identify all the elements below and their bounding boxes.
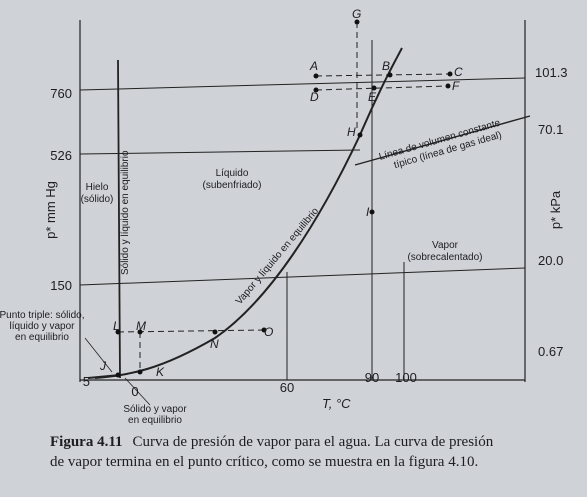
point-label: K — [156, 365, 165, 379]
point-label: L — [113, 319, 120, 333]
line-760 — [79, 77, 526, 91]
vapor-label: Vapor (sobrecalentado) — [407, 240, 482, 263]
point-label: I — [366, 205, 370, 219]
point-label: J — [99, 359, 107, 373]
right-tick: 70.1 — [538, 122, 563, 137]
point-label: H — [347, 125, 356, 139]
caption: Figura 4.11 Curva de presión de vapor par… — [50, 434, 494, 470]
left-tick: 760 — [50, 86, 72, 101]
dashed-d-f — [315, 85, 449, 91]
vapor-pressure-curve — [94, 47, 403, 379]
triple-pointer — [84, 337, 113, 373]
point-label: C — [454, 65, 463, 79]
ice-label: Hielo (sólido) — [81, 182, 114, 205]
left-tick: 150 — [50, 278, 72, 293]
left-tick: 526 — [50, 148, 72, 163]
left-tick: 5 — [83, 374, 90, 389]
point-label: B — [382, 59, 390, 73]
triple-point-label: Punto triple: sólido, líquido y vapor en e… — [0, 310, 85, 343]
dashed-a-c — [315, 73, 451, 77]
point-dots — [115, 19, 453, 378]
right-tick: 20.0 — [538, 253, 563, 268]
bottom-tick: 100 — [395, 370, 417, 385]
solid-vapor-label: Sólido y vapor en equilibrio — [123, 404, 187, 426]
liquid-label: Líquido (subenfriado) — [203, 168, 262, 191]
solid-vapor-pointer — [124, 377, 151, 406]
bottom-tick: 0 — [131, 384, 138, 399]
solid-liquid-line — [117, 59, 121, 379]
bottom-tick: 60 — [280, 380, 294, 395]
sublimation-curve — [87, 374, 121, 379]
point-label: N — [210, 337, 219, 351]
right-tick: 0.67 — [538, 344, 563, 359]
solid-liquid-label: Sólido y líquido en equilibrio — [120, 150, 131, 275]
line-526 — [79, 149, 361, 155]
left-axis-label: p* mm Hg — [43, 181, 58, 239]
point-label: O — [264, 325, 273, 339]
point-label: A — [309, 59, 318, 73]
line-150 — [79, 267, 526, 286]
bottom-tick: 90 — [365, 370, 379, 385]
point-label: D — [310, 90, 319, 104]
bottom-axis-label: T, °C — [322, 396, 351, 411]
right-tick: 101.3 — [535, 65, 568, 80]
right-axis-label: p* kPa — [548, 190, 563, 229]
point-label: F — [452, 79, 460, 93]
point-label: M — [136, 319, 146, 333]
ideal-gas-line — [354, 115, 531, 166]
point-label: G — [352, 7, 361, 21]
point-label: E — [368, 90, 377, 104]
